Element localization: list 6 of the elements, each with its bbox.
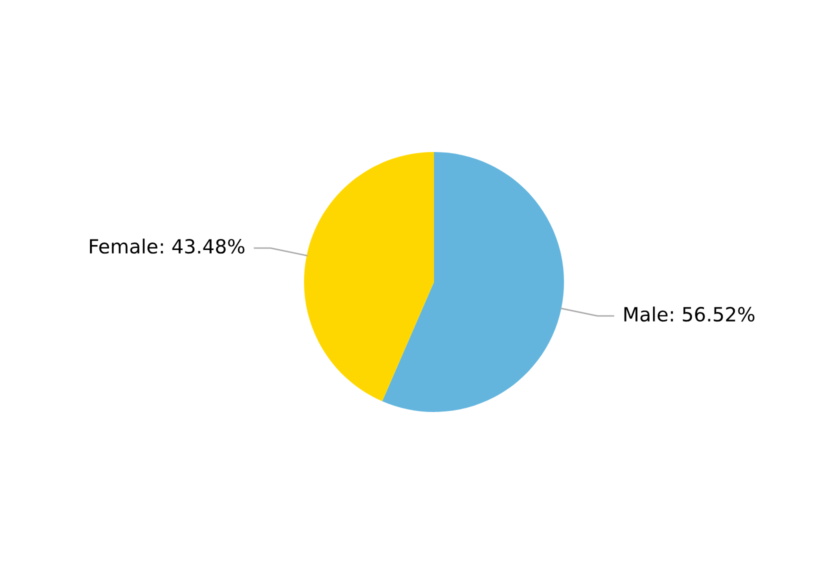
pie-slice bbox=[382, 152, 564, 412]
slice-label: Female bbox=[90, 238, 158, 254]
data-label: : 43.48% bbox=[160, 238, 244, 254]
slice-label: Male bbox=[624, 306, 668, 322]
data-label: : 56.52% bbox=[670, 306, 754, 322]
pie-slice bbox=[304, 152, 434, 402]
